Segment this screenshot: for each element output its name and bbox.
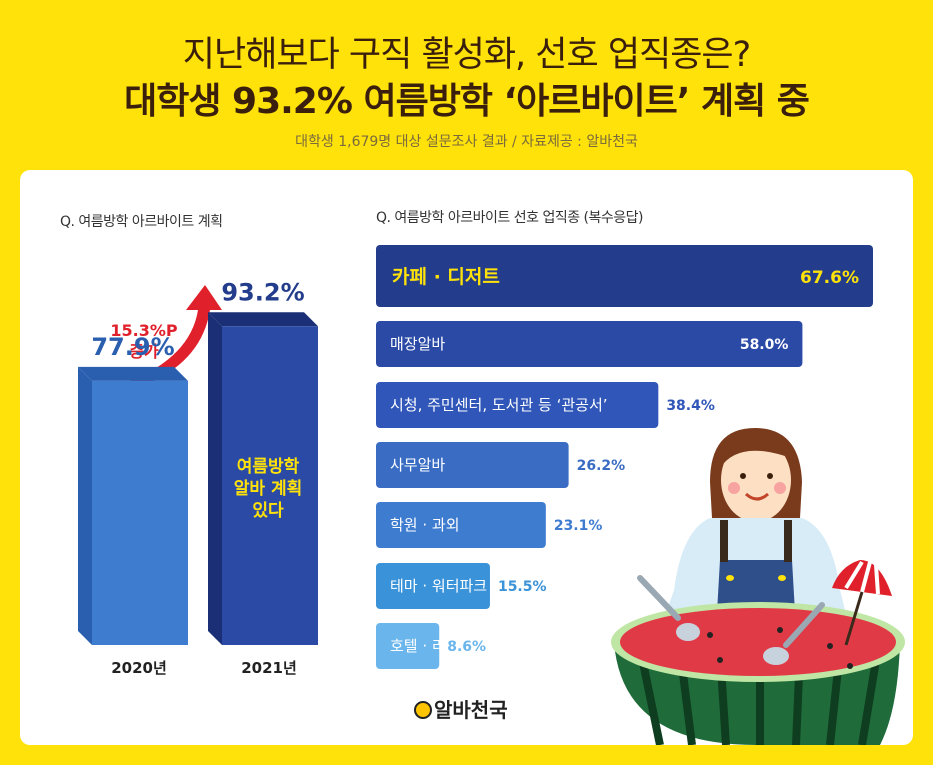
bee-icon: [414, 701, 432, 719]
face: [721, 438, 791, 522]
left-chart-question: Q. 여름방학 아르바이트 계획: [60, 214, 223, 230]
category-label: 2021년: [241, 659, 297, 677]
category-label: 호텔 · 리조트: [390, 637, 474, 655]
bar-row: [376, 623, 440, 669]
bar-value-label: 15.5%: [498, 579, 547, 595]
increase-label-line1: 15.3%P: [110, 321, 178, 340]
bar-inner-label-line3: 있다: [252, 501, 284, 521]
bangs: [720, 436, 796, 468]
bar-row: [376, 563, 490, 609]
increase-label-line2: 증가: [129, 342, 159, 361]
category-label: 학원 · 과외: [390, 516, 460, 534]
spoon-left: [637, 575, 681, 621]
brand-logo: 알바천국: [414, 694, 508, 723]
bar-row: [376, 502, 546, 548]
bar-value-label: 58.0%: [740, 337, 789, 353]
bar-top: [208, 312, 318, 327]
category-label: 테마 · 워터파크: [390, 577, 487, 595]
category-label: 2020년: [111, 659, 167, 677]
right-chart-question: Q. 여름방학 아르바이트 선호 업직종 (복수응답): [376, 210, 643, 226]
category-label: 매장알바: [390, 335, 445, 353]
bar-row: [376, 382, 659, 428]
category-label: 사무알바: [390, 456, 445, 474]
bar-side: [208, 312, 222, 645]
bar-inner-label-line2: 알바 계획: [234, 479, 302, 499]
bar-row: [376, 442, 569, 488]
bar-value-label: 93.2%: [221, 278, 304, 306]
bar-top: [78, 366, 188, 381]
title-line-2: 대학생 93.2% 여름방학 ‘아르바이트’ 계획 중: [124, 81, 810, 122]
bar-row: [376, 245, 873, 307]
source-note: 대학생 1,679명 대상 설문조사 결과 / 자료제공 : 알바천국: [295, 134, 638, 150]
category-label: 시청, 주민센터, 도서관 등 ‘관공서’: [390, 396, 608, 414]
bar-value-label: 23.1%: [554, 518, 603, 534]
woman-watermelon-illustration: [611, 428, 905, 745]
bar-value-label: 38.4%: [666, 398, 715, 414]
bar-value-label: 77.9%: [91, 333, 174, 361]
bar-value-label: 8.6%: [447, 639, 486, 655]
bar-2021년: [222, 326, 318, 645]
bar-inner-label-line1: 여름방학: [237, 457, 300, 477]
bar-row: [376, 321, 803, 367]
bar-value-label: 26.2%: [577, 458, 626, 474]
title-line-1: 지난해보다 구직 활성화, 선호 업직종은?: [182, 35, 751, 75]
bar-value-label: 67.6%: [800, 268, 859, 288]
bar-side: [78, 366, 92, 645]
category-label: 카페 · 디저트: [392, 266, 500, 288]
bar-2020년: [92, 380, 188, 645]
brand-logo-text: 알바천국: [434, 698, 508, 722]
spoon-right: [783, 602, 825, 648]
